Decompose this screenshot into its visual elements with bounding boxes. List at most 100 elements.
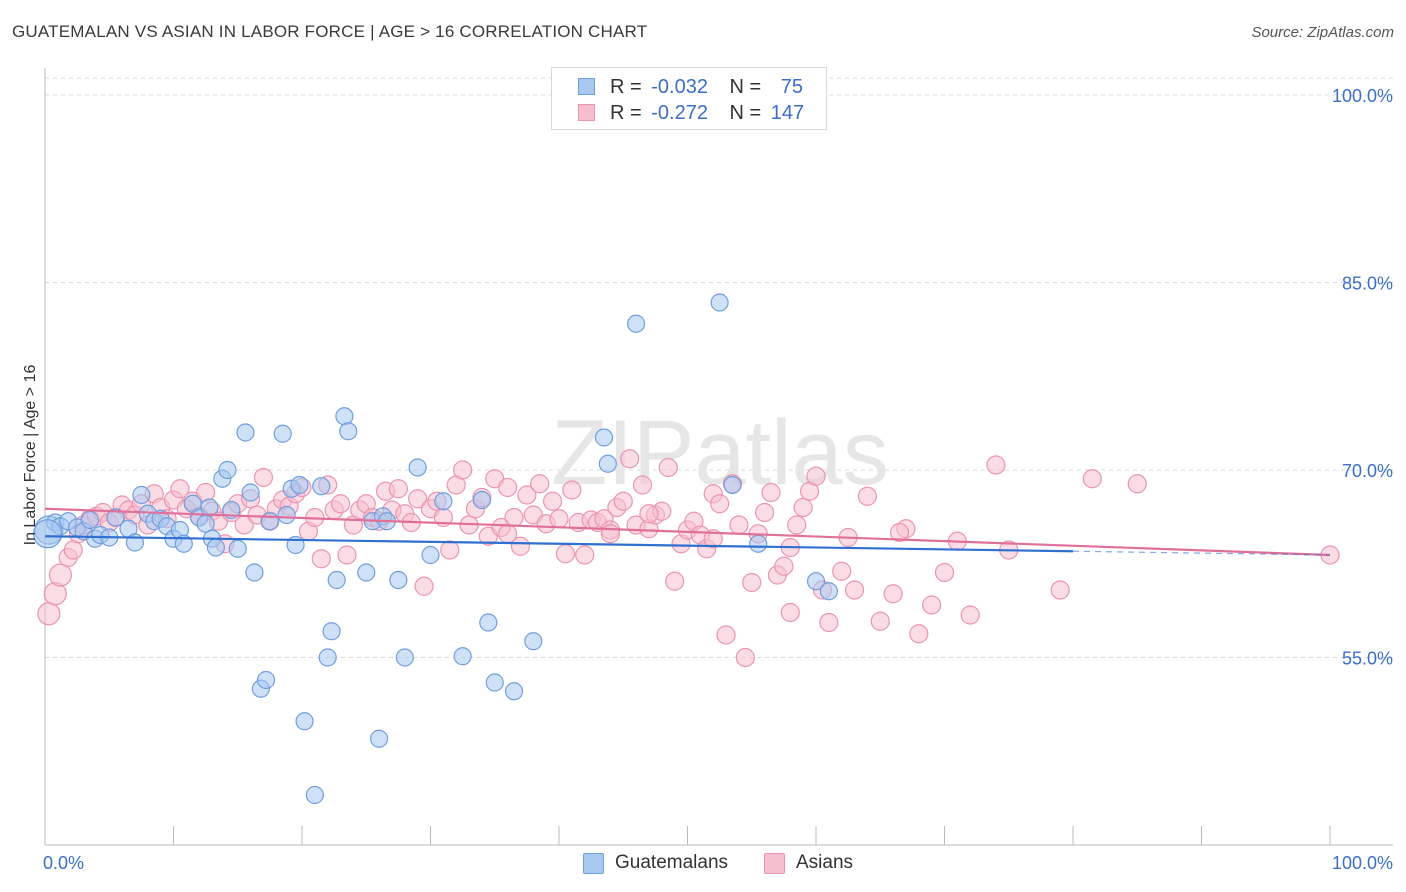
guatemalan-point (245, 563, 264, 582)
axes (44, 68, 1393, 846)
asian-point (414, 576, 434, 596)
guatemalan-point (305, 785, 324, 805)
legend-n-value: 147 (770, 102, 805, 124)
asian-point (710, 494, 730, 514)
asian-point (774, 556, 794, 576)
asian-point (498, 477, 518, 498)
guatemalan-trend-line (44, 535, 1074, 553)
guatemalan-point (749, 534, 768, 553)
guatemalan-point (389, 570, 408, 590)
guatemalan-point (228, 539, 247, 558)
asian-point (793, 497, 813, 518)
guatemalan-point (524, 632, 543, 651)
guatemalan-point (273, 424, 292, 443)
asian-point (703, 529, 723, 549)
legend-swatch-blue (578, 78, 595, 95)
guatemalan-point (241, 483, 260, 502)
asian-point (716, 625, 736, 645)
x-tick-label: 0.0% (43, 853, 84, 873)
asian-points (37, 449, 1340, 668)
asian-point (665, 571, 685, 591)
guatemalan-point (295, 712, 314, 731)
legend-swatch-blue (583, 853, 604, 874)
legend-label: Guatemalans (615, 852, 729, 873)
asian-point (453, 460, 473, 480)
guatemalan-point (290, 475, 309, 495)
asian-point (909, 624, 929, 644)
legend-swatch-pink (764, 853, 785, 874)
guatemalan-point (32, 519, 63, 549)
guatemalan-point (318, 648, 337, 667)
guatemalan-point (206, 538, 226, 557)
guatemalan-point (260, 512, 279, 531)
legend-n-label: N = (729, 102, 762, 124)
asian-point (613, 491, 633, 511)
guatemalan-points (32, 293, 838, 805)
asian-point (857, 486, 878, 506)
guatemalan-point (236, 423, 255, 442)
asian-point (504, 507, 524, 528)
asian-point (819, 612, 839, 633)
guatemalan-point (322, 622, 341, 641)
asian-trend-line (44, 507, 1331, 557)
guatemalan-point (723, 475, 742, 495)
guatemalan-point (218, 460, 237, 480)
asian-point (806, 466, 826, 486)
y-axis-label: In Labor Force | Age > 16 (22, 365, 39, 546)
guatemalan-point (106, 508, 125, 527)
guatemalan-point (408, 458, 427, 477)
guatemalan-point (485, 673, 504, 692)
legend-n-label: N = (729, 76, 762, 98)
asian-point (787, 515, 807, 535)
asian-point (170, 479, 190, 499)
legend-n-value: 75 (780, 76, 804, 98)
tick-labels: 55.0% 70.0% 85.0% 100.0% 0.0% 100.0% (43, 86, 1393, 873)
asian-point (311, 549, 331, 569)
guatemalan-point (806, 572, 826, 591)
guatemalan-point (256, 670, 276, 690)
asian-point (934, 562, 955, 583)
guatemalan-trend-extension (1072, 550, 1331, 556)
y-tick-label: 70.0% (1342, 461, 1393, 481)
guatemalan-point (357, 563, 376, 582)
guatemalan-point (80, 510, 100, 530)
asian-point (883, 584, 903, 604)
asian-point (1050, 580, 1070, 600)
guatemalan-point (598, 454, 617, 473)
asian-point (517, 485, 537, 505)
asian-point (639, 504, 659, 524)
guatemalan-point (335, 407, 354, 426)
asian-point (960, 605, 980, 625)
guatemalan-point (327, 570, 346, 590)
guatemalan-point (370, 729, 389, 748)
asian-point (922, 595, 942, 615)
asian-point (48, 563, 73, 587)
legend-swatch-pink (578, 104, 595, 121)
asian-point (761, 482, 781, 503)
asian-point (1127, 474, 1147, 494)
asian-point (632, 475, 653, 495)
asian-point (780, 602, 800, 623)
guatemalan-point (472, 490, 491, 510)
guatemalan-point (819, 582, 838, 601)
asian-point (658, 457, 678, 478)
asian-point (330, 494, 351, 514)
source-credit: Source: ZipAtlas.com (1251, 24, 1394, 41)
asian-point (575, 545, 595, 565)
chart-title: GUATEMALAN VS ASIAN IN LABOR FORCE | AGE… (12, 22, 648, 41)
guatemalan-point (200, 498, 219, 517)
guatemalan-point (479, 613, 498, 632)
guatemalan-point (504, 682, 524, 701)
asian-point (844, 580, 865, 600)
asian-point (620, 449, 640, 469)
legend-r-label: R = (610, 76, 642, 98)
asian-point (754, 502, 775, 523)
asian-point (63, 540, 83, 560)
trend-lines (44, 507, 1331, 557)
asian-point (889, 522, 910, 543)
guatemalan-point (395, 648, 414, 667)
guatemalan-point (453, 647, 472, 666)
asian-point (986, 455, 1006, 475)
asian-point (388, 479, 408, 499)
